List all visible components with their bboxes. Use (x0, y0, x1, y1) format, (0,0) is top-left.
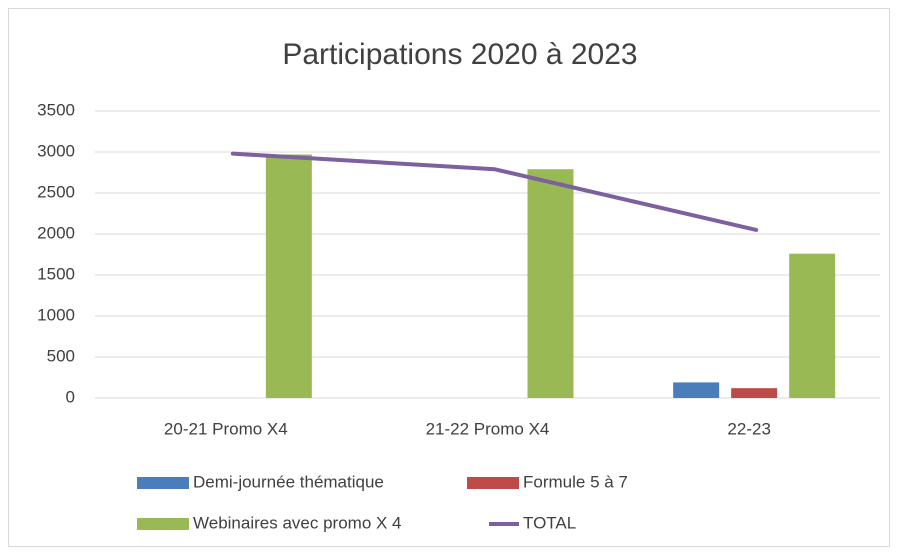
chart-title: Participations 2020 à 2023 (282, 38, 637, 71)
chart-border (8, 8, 890, 547)
legend-swatch (467, 477, 519, 489)
y-tick-label: 500 (47, 346, 75, 365)
y-tick-label: 3000 (37, 141, 75, 160)
legend-swatch (137, 518, 189, 530)
legend-label: Webinaires avec promo X 4 (193, 513, 402, 532)
line (230, 151, 759, 232)
legend-label: Formule 5 à 7 (523, 472, 628, 491)
y-tick-label: 1500 (37, 264, 75, 283)
bar (673, 382, 720, 398)
y-tick-label: 3500 (37, 100, 75, 119)
bar (527, 169, 574, 398)
legend-label: TOTAL (523, 513, 576, 532)
y-tick-label: 2000 (37, 223, 75, 242)
y-tick-label: 0 (66, 387, 75, 406)
legend-label: Demi-journée thématique (193, 472, 384, 491)
legend-swatch (137, 477, 189, 489)
y-tick-label: 1000 (37, 305, 75, 324)
y-tick-label: 2500 (37, 182, 75, 201)
bar (265, 154, 312, 398)
x-tick-label: 22-23 (727, 419, 770, 438)
bar (731, 388, 778, 398)
x-tick-label: 20-21 Promo X4 (164, 419, 288, 438)
x-tick-label: 21-22 Promo X4 (426, 419, 550, 438)
bar (789, 253, 836, 398)
